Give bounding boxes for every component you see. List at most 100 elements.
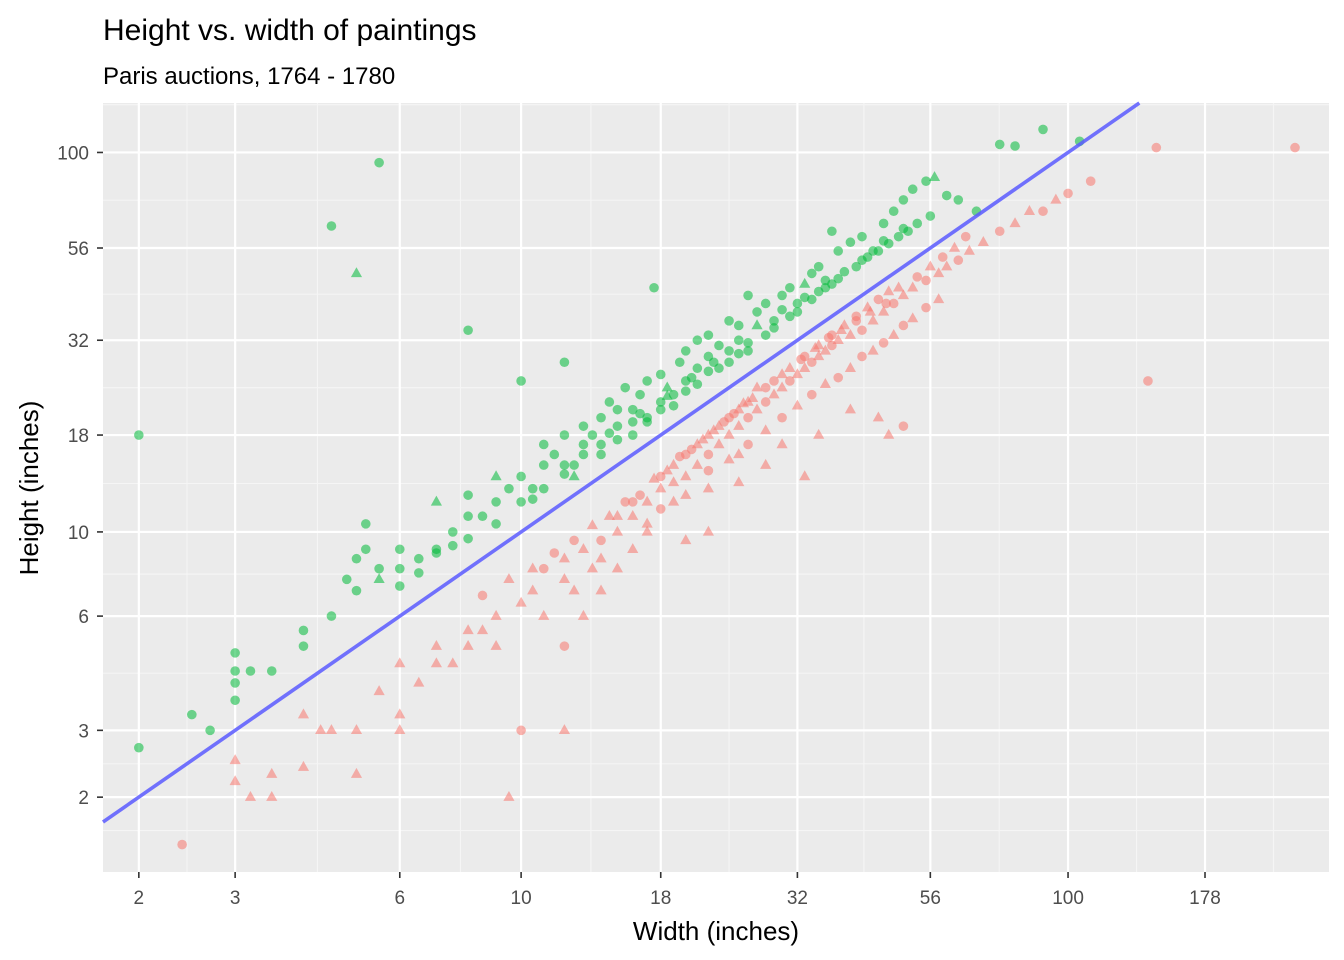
point-wider — [823, 332, 834, 343]
point-taller — [655, 404, 666, 415]
point-taller — [587, 430, 598, 440]
point-wider — [937, 252, 948, 262]
point-taller — [516, 497, 526, 507]
x-tick-label: 32 — [787, 888, 808, 909]
point-taller — [394, 563, 405, 574]
point-taller-triangle — [751, 319, 763, 330]
point-taller — [888, 206, 899, 217]
point-taller — [596, 449, 606, 460]
x-tick-label: 178 — [1189, 888, 1221, 909]
point-wider — [760, 382, 771, 393]
point-taller — [873, 246, 884, 256]
point-wider-triangle — [1023, 205, 1036, 215]
point-taller — [1038, 124, 1048, 135]
point-wider — [912, 272, 923, 282]
point-wider-triangle — [791, 368, 803, 379]
point-wider-triangle — [229, 754, 241, 765]
y-tick-label: 32 — [68, 331, 89, 352]
point-taller — [692, 379, 703, 390]
point-wider-triangle — [515, 596, 527, 607]
point-taller — [635, 408, 645, 419]
point-taller — [898, 223, 909, 234]
point-taller — [341, 574, 352, 585]
point-wider-triangle — [691, 458, 703, 469]
point-taller — [298, 625, 309, 636]
point-taller — [491, 519, 501, 529]
point-taller — [516, 471, 526, 482]
point-wider — [1063, 188, 1073, 199]
point-taller — [857, 255, 867, 266]
point-wider-triangle — [1050, 193, 1062, 204]
point-wider — [655, 504, 666, 514]
point-wider-triangle — [586, 519, 598, 530]
point-wider-triangle — [244, 790, 257, 801]
point-taller-triangle — [430, 495, 442, 506]
point-taller — [680, 346, 691, 356]
point-wider — [596, 535, 606, 546]
point-wider — [796, 354, 806, 365]
point-wider-triangle — [595, 584, 607, 595]
point-taller — [792, 298, 803, 309]
point-taller — [627, 430, 638, 440]
point-taller — [760, 330, 771, 340]
point-taller — [851, 261, 862, 272]
point-taller — [491, 497, 501, 507]
point-wider-triangle — [844, 362, 856, 372]
point-wider — [857, 325, 867, 336]
point-taller — [394, 581, 405, 591]
point-wider-triangle — [844, 328, 856, 339]
point-wider-triangle — [447, 657, 459, 668]
point-taller — [627, 417, 638, 427]
plot-panel — [103, 103, 1329, 872]
point-wider-triangle — [933, 293, 945, 304]
y-tick-label: 6 — [78, 607, 89, 628]
point-taller — [733, 348, 744, 359]
point-taller — [743, 338, 753, 348]
point-wider-triangle — [924, 260, 936, 271]
point-taller — [326, 611, 337, 621]
point-wider — [873, 294, 884, 305]
point-wider-triangle — [867, 344, 879, 355]
point-wider-triangle — [325, 724, 338, 735]
point-wider-triangle — [747, 392, 759, 403]
point-taller — [245, 666, 256, 676]
point-wider — [994, 226, 1005, 237]
point-wider-triangle — [799, 470, 811, 481]
point-wider-triangle — [558, 724, 571, 735]
point-wider — [177, 839, 187, 850]
point-wider-triangle — [611, 562, 624, 573]
point-taller — [549, 449, 560, 460]
point-wider-triangle — [697, 433, 709, 444]
point-taller-triangle — [568, 470, 580, 481]
point-taller — [692, 335, 703, 346]
point-wider — [1038, 206, 1048, 217]
point-taller — [724, 316, 734, 326]
point-wider-triangle — [297, 708, 310, 719]
point-wider-triangle — [577, 543, 590, 554]
point-wider-triangle — [595, 552, 607, 563]
point-taller — [538, 483, 549, 494]
point-wider-triangle — [733, 448, 745, 459]
point-wider — [777, 412, 787, 423]
point-wider-triangle — [1009, 217, 1021, 228]
point-taller-triangle — [373, 573, 385, 584]
point-taller — [527, 483, 538, 494]
point-taller — [504, 483, 514, 494]
point-wider-triangle — [413, 676, 425, 687]
x-tick-label: 3 — [230, 888, 241, 909]
point-wider-triangle — [503, 573, 515, 584]
point-taller — [360, 544, 371, 555]
point-wider-triangle — [751, 403, 763, 414]
point-wider-triangle — [723, 428, 735, 439]
point-wider-triangle — [315, 724, 327, 735]
point-wider-triangle — [809, 341, 821, 352]
point-taller — [642, 417, 652, 427]
point-wider — [769, 376, 779, 386]
point-wider-triangle — [799, 362, 811, 372]
point-wider — [857, 351, 867, 362]
point-wider — [538, 563, 549, 574]
point-wider — [785, 376, 795, 386]
grid-lines — [103, 103, 1329, 872]
point-wider-triangle — [603, 510, 615, 520]
